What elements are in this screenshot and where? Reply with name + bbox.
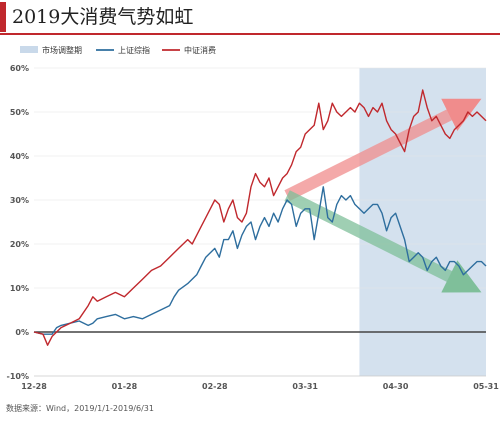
title-accent-bar: [0, 2, 6, 32]
page-title: 2019大消费气势如虹: [12, 6, 194, 28]
y-tick-label: 20%: [10, 240, 29, 249]
x-tick-label: 01-28: [112, 382, 138, 391]
series-line-shanghai-composite: [33, 186, 487, 335]
x-tick-label: 12-28: [21, 382, 47, 391]
y-tick-label: 30%: [10, 196, 29, 205]
legend-label: 上证综指: [118, 45, 150, 55]
x-tick-label: 05-31: [473, 382, 499, 391]
title-bar: 2019大消费气势如虹: [0, 0, 500, 36]
x-tick-label: 02-28: [202, 382, 228, 391]
source-note: 数据来源：Wind，2019/1/1-2019/6/31: [6, 404, 154, 413]
trend-arrow-up: [284, 98, 482, 201]
y-tick-label: -10%: [7, 372, 29, 381]
title-underline: [0, 33, 500, 35]
y-tick-label: 50%: [10, 108, 29, 117]
trend-arrow-down: [284, 190, 482, 293]
line-chart: -10% 0% 10% 20% 30% 40% 50% 60% 12-28 01-28 02-28 0…: [7, 45, 500, 391]
y-tick-label: 60%: [10, 64, 29, 73]
x-tick-label: 03-31: [292, 382, 318, 391]
series-line-csi-consumer: [33, 89, 487, 346]
y-tick-label: 40%: [10, 152, 29, 161]
legend-swatch-band: [20, 46, 38, 53]
y-tick-label: 0%: [15, 328, 29, 337]
x-tick-label: 04-30: [383, 382, 409, 391]
y-tick-label: 10%: [10, 284, 29, 293]
legend-label: 中证消费: [184, 45, 216, 55]
legend-label: 市场调整期: [42, 45, 82, 55]
